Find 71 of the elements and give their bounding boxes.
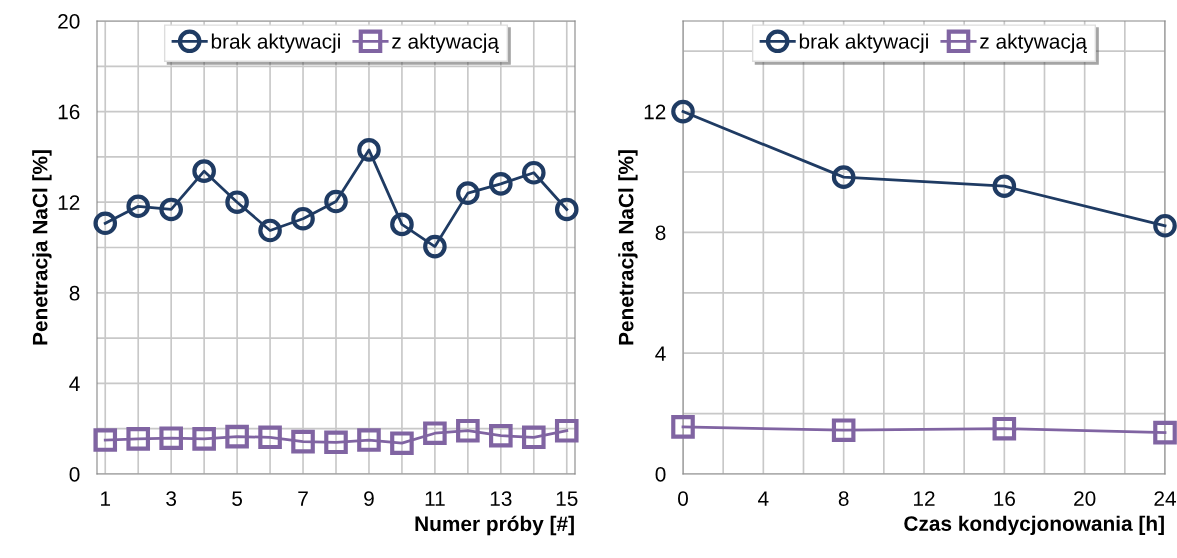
x-tick-label: 13: [490, 491, 512, 506]
point: [291, 429, 315, 454]
point: [554, 418, 579, 443]
point: [489, 172, 513, 196]
point: [291, 206, 315, 231]
x-tick-label: 12: [914, 491, 935, 506]
point: [489, 423, 513, 448]
y-tick-label: 4: [655, 346, 666, 361]
point: [423, 421, 447, 446]
x-tick-label: 11: [425, 491, 445, 506]
x-tick-label: 16: [994, 491, 1016, 506]
y-tick-label: 4: [69, 376, 80, 391]
point: [992, 174, 1017, 199]
x-tick-label: 9: [364, 491, 374, 506]
y-tick-label: 8: [655, 225, 666, 241]
x-tick-label: 3: [166, 491, 177, 506]
x-tick-label: 4: [758, 491, 769, 506]
point: [671, 99, 695, 124]
point: [831, 165, 856, 189]
point: [831, 418, 856, 443]
legend-label: brak aktywacji: [211, 33, 340, 53]
point: [357, 428, 381, 452]
x-tick-label: 15: [556, 491, 578, 506]
legend-label: brak aktywacji: [799, 33, 928, 53]
point: [93, 428, 118, 452]
point: [159, 426, 183, 451]
y-tick-label: 12: [644, 104, 666, 120]
point: [423, 234, 447, 259]
point: [159, 197, 183, 222]
point: [456, 181, 480, 205]
legend-label: z aktywacją: [980, 33, 1087, 53]
point: [1153, 213, 1177, 238]
x-tick-label: 1: [101, 491, 111, 506]
point: [992, 416, 1017, 441]
point: [456, 418, 480, 443]
point: [258, 425, 282, 450]
x-tick-label: 5: [232, 491, 243, 506]
legend-label: z aktywacją: [392, 33, 499, 53]
y-axis-title: Penetracja NaCl [%]: [32, 150, 52, 345]
point: [1153, 420, 1177, 445]
point: [225, 190, 249, 215]
point: [357, 138, 381, 162]
y-tick-label: 0: [655, 467, 666, 482]
point: [521, 160, 546, 185]
x-tick-label: 8: [838, 491, 849, 506]
point: [126, 427, 151, 451]
y-tick-label: 20: [58, 14, 80, 29]
point: [192, 427, 216, 451]
point: [324, 430, 348, 455]
point: [671, 415, 695, 439]
point: [554, 197, 579, 222]
x-axis-title: Czas kondycjonowania [h]: [904, 515, 1164, 536]
point: [258, 218, 282, 243]
point: [126, 194, 151, 219]
point: [521, 425, 546, 450]
x-axis-title: Numer próby [#]: [415, 515, 574, 536]
x-tick-label: 24: [1154, 491, 1176, 506]
y-tick-label: 8: [69, 285, 80, 301]
x-tick-label: 0: [678, 491, 688, 506]
point: [93, 211, 118, 236]
y-tick-label: 0: [69, 467, 80, 482]
point: [225, 424, 249, 449]
y-tick-label: 16: [58, 104, 80, 120]
y-axis-title: Penetracja NaCl [%]: [618, 150, 638, 345]
point: [390, 212, 414, 237]
x-tick-label: 7: [298, 491, 308, 506]
point: [192, 159, 216, 183]
y-tick-label: 12: [58, 195, 80, 210]
point: [390, 431, 414, 456]
point: [324, 189, 348, 214]
x-tick-label: 20: [1074, 491, 1096, 506]
